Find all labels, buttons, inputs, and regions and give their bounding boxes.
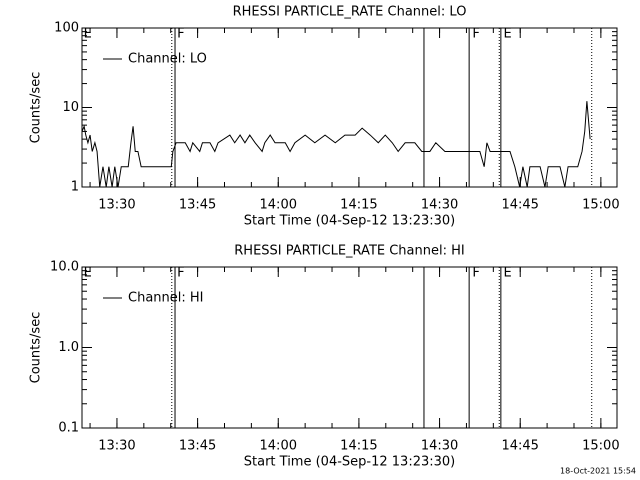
flag-label: E	[84, 27, 92, 42]
x-tick-label: 15:00	[582, 198, 619, 213]
x-tick-label: 14:45	[501, 439, 538, 454]
chart-title: RHESSI PARTICLE_RATE Channel: LO	[233, 5, 467, 20]
x-tick-label: 15:00	[582, 439, 619, 454]
x-tick-label: 14:00	[260, 439, 297, 454]
y-axis-label: Counts/sec	[29, 312, 44, 384]
x-tick-label: 13:30	[98, 439, 135, 454]
flag-label: F	[472, 27, 479, 42]
data-line	[81, 101, 591, 188]
x-tick-label: 14:15	[340, 198, 377, 213]
flag-label: F	[472, 266, 479, 281]
x-tick-label: 14:15	[340, 439, 377, 454]
legend-label: Channel: HI	[128, 291, 204, 306]
y-tick-label: 1	[71, 180, 79, 195]
x-axis-label: Start Time (04-Sep-12 13:23:30)	[244, 214, 455, 229]
flag-label: F	[177, 27, 184, 42]
footer: 18-Oct-2021 15:54	[560, 467, 636, 476]
y-tick-label: 10	[62, 100, 79, 115]
y-axis-label: Counts/sec	[29, 72, 44, 144]
y-tick-label: 1.0	[58, 340, 79, 355]
flag-label: E	[504, 266, 512, 281]
chart-title: RHESSI PARTICLE_RATE Channel: HI	[234, 244, 464, 259]
flag-label: F	[177, 266, 184, 281]
flag-label: E	[84, 266, 92, 281]
x-tick-label: 13:30	[98, 198, 135, 213]
x-tick-label: 14:30	[421, 439, 458, 454]
x-tick-label: 14:45	[501, 198, 538, 213]
y-tick-label: 0.1	[58, 421, 79, 436]
y-tick-label: 10.0	[50, 260, 79, 275]
x-axis-label: Start Time (04-Sep-12 13:23:30)	[244, 455, 455, 470]
x-tick-label: 13:45	[179, 198, 216, 213]
flag-label: E	[504, 27, 512, 42]
x-tick-label: 13:45	[179, 439, 216, 454]
legend-label: Channel: LO	[128, 52, 207, 67]
y-tick-label: 100	[54, 21, 79, 36]
x-tick-label: 14:30	[421, 198, 458, 213]
x-tick-label: 14:00	[260, 198, 297, 213]
